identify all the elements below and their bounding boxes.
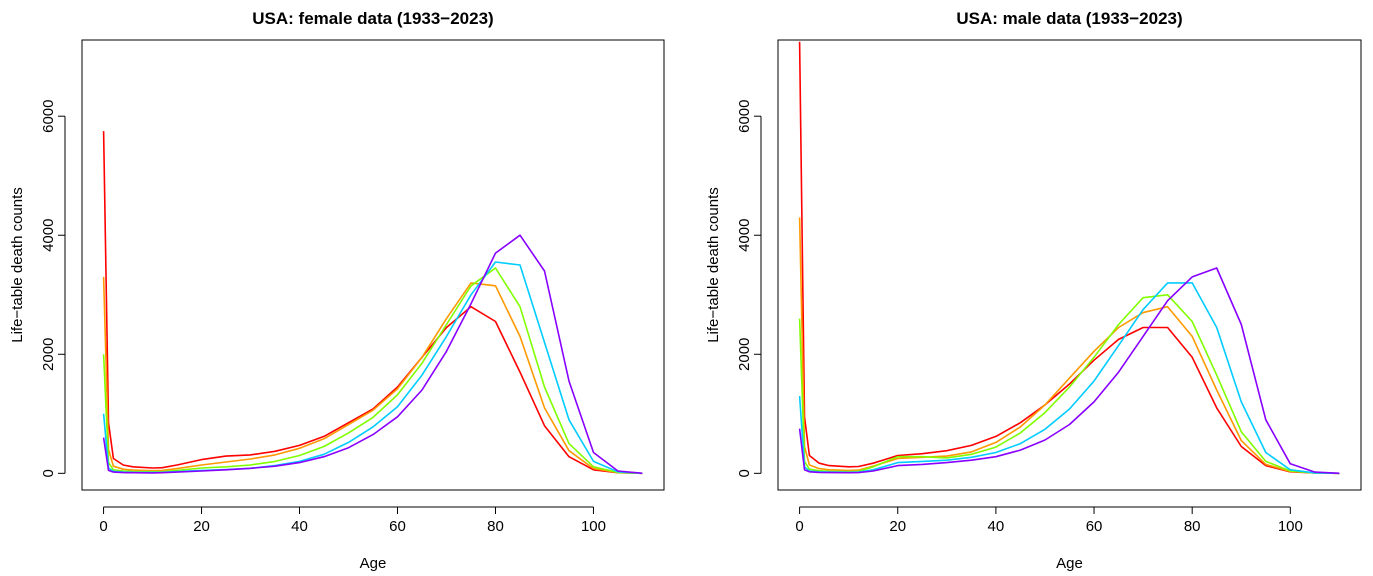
male-series-line-1955 xyxy=(798,217,1340,475)
male-x-axis-label: Age xyxy=(1056,555,1083,572)
female-x-tick-label: 100 xyxy=(581,518,606,535)
male-x-tick-label: 40 xyxy=(988,518,1005,535)
female-x-tick-label: 80 xyxy=(487,518,504,535)
male-x-tick-label: 60 xyxy=(1086,518,1103,535)
male-y-axis-label: Life−table death counts xyxy=(705,187,722,343)
male-plot-frame xyxy=(777,39,1362,491)
female-chart-title: USA: female data (1933−2023) xyxy=(252,9,493,28)
male-series-lines xyxy=(798,41,1340,475)
male-x-tick-label: 100 xyxy=(1278,518,1303,535)
female-series-line-1955 xyxy=(102,276,643,475)
female-chart-panel: USA: female data (1933−2023) 0 20 40 60 80 100… xyxy=(9,9,665,572)
female-y-tick-label: 0 xyxy=(40,469,57,477)
female-y-axis-label: Life−table death counts xyxy=(9,187,26,343)
female-series-line-2023 xyxy=(102,234,643,475)
male-y-tick-label: 0 xyxy=(736,469,753,477)
male-chart-title: USA: male data (1933−2023) xyxy=(956,9,1182,28)
female-series-line-1933 xyxy=(102,131,643,475)
male-y-tick-label: 2000 xyxy=(736,338,753,371)
male-x-tick-label: 0 xyxy=(795,518,803,535)
female-plot-frame xyxy=(81,39,665,491)
male-chart-panel: USA: male data (1933−2023) 0 20 40 60 80 100 Ag… xyxy=(705,9,1362,572)
female-y-tick-label: 6000 xyxy=(40,100,57,133)
male-y-tick-label: 6000 xyxy=(736,100,753,133)
female-x-tick-label: 40 xyxy=(291,518,308,535)
female-x-tick-label: 20 xyxy=(193,518,210,535)
female-x-axis-label: Age xyxy=(360,555,387,572)
female-x-tick-label: 0 xyxy=(99,518,107,535)
male-x-tick-label: 80 xyxy=(1184,518,1201,535)
male-x-tick-label: 20 xyxy=(889,518,906,535)
female-y-tick-label: 4000 xyxy=(40,219,57,252)
male-series-line-2023 xyxy=(798,267,1340,475)
female-y-tick-label: 2000 xyxy=(40,338,57,371)
male-series-line-1933 xyxy=(798,41,1340,475)
female-x-tick-label: 60 xyxy=(389,518,406,535)
female-series-lines xyxy=(102,131,643,475)
male-y-tick-label: 4000 xyxy=(736,219,753,252)
